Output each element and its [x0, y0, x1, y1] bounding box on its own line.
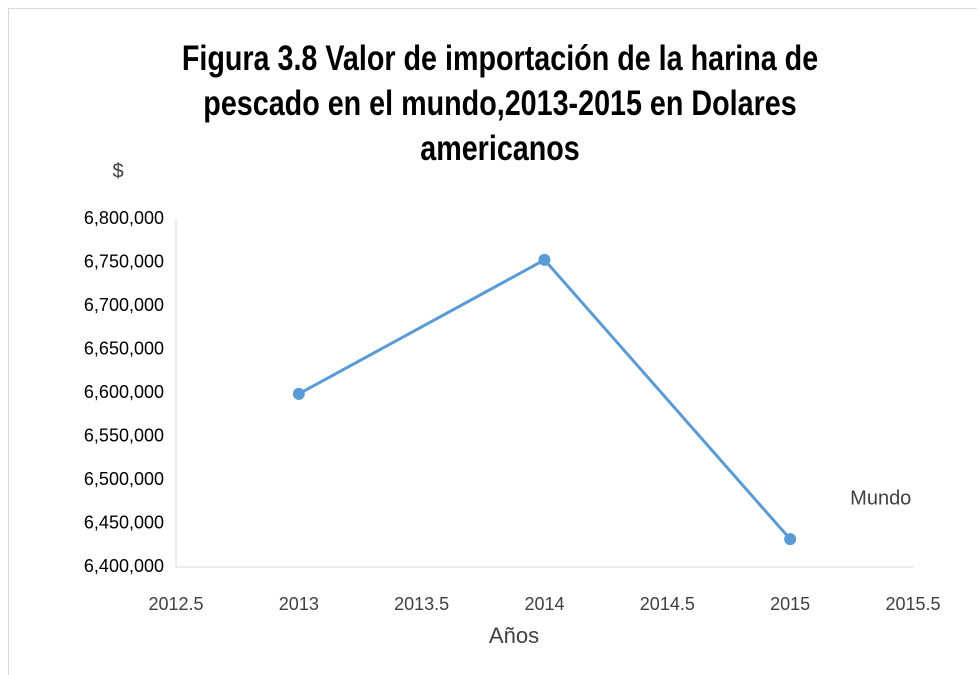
y-tick-label: 6,450,000 [84, 512, 164, 532]
marker [784, 533, 797, 546]
y-tick-label: 6,600,000 [84, 382, 164, 402]
line [298, 257, 792, 541]
x-tick-label: 2012.5 [148, 594, 203, 614]
y-tick-label: 6,500,000 [84, 469, 164, 489]
chart-title: Figura 3.8 Valor de importación de la ha… [181, 39, 819, 168]
y-tick-label: 6,550,000 [84, 425, 164, 445]
x-axis-label: Años [489, 623, 539, 648]
marker [538, 253, 551, 266]
y-axis-label: $ [112, 160, 123, 182]
x-tick-label: 2014.5 [640, 594, 695, 614]
x-tick-label: 2014 [524, 594, 564, 614]
x-tick-label: 2013.5 [394, 594, 449, 614]
x-tick-label: 2013 [279, 594, 319, 614]
x-tick-label: 2015 [770, 594, 810, 614]
chart-frame [8, 8, 977, 675]
marker [292, 387, 305, 400]
x-tick-label: 2015.5 [885, 594, 940, 614]
y-tick-label: 6,800,000 [84, 208, 164, 228]
y-tick-label: 6,750,000 [84, 251, 164, 271]
y-tick-label: 6,700,000 [84, 295, 164, 315]
y-tick-label: 6,650,000 [84, 338, 164, 358]
y-tick-label: 6,400,000 [84, 556, 164, 576]
series-label: Mundo [850, 487, 911, 509]
